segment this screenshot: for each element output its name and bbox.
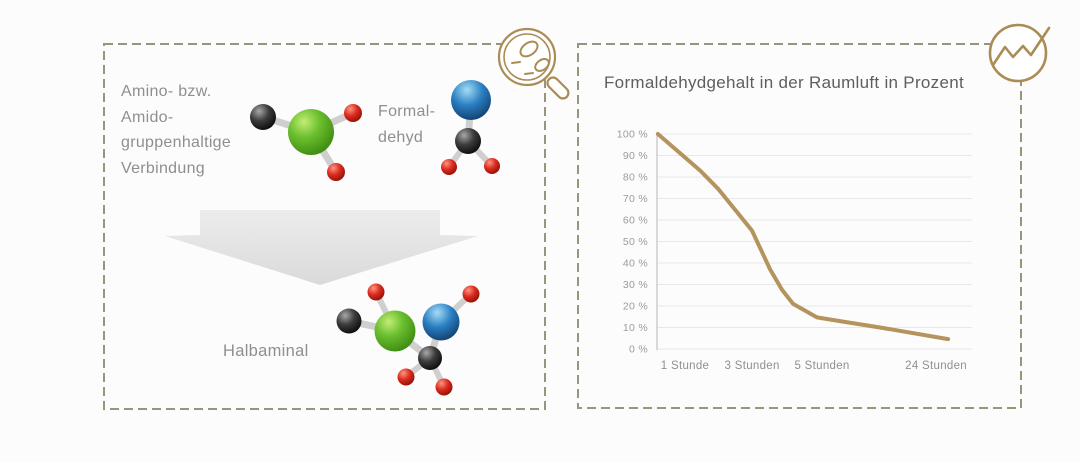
halbaminal-molecule [336,283,480,396]
formaldehyde-label-line: dehyd [378,128,424,146]
blue-atom [422,303,460,341]
reactant-label-line: Verbindung [121,159,205,177]
reactant-label-line: Amido- [121,108,174,126]
dashed-border [103,43,546,410]
red-atom [462,285,480,303]
reaction-arrow [165,210,478,285]
red-atom [327,163,345,181]
formaldehyde-chart-panel: Formaldehydgehalt in der Raumluft in Pro… [577,43,1022,409]
reaction-diagram-panel: Amino- bzw. Amido- gruppenhaltige Verbin… [103,43,546,410]
y-axis-tick-label: 90 % [623,150,648,162]
black-atom [336,308,362,334]
y-axis-tick-label: 80 % [623,172,648,184]
black-atom [250,104,276,130]
formaldehyde-molecule [441,80,500,175]
black-atom [455,128,481,154]
y-axis-tick-label: 100 % [617,129,648,141]
y-axis-tick-label: 30 % [623,279,648,291]
red-atom [367,283,385,301]
y-axis-tick-label: 70 % [623,193,648,205]
reactant-label-line: Amino- bzw. [121,83,212,100]
y-axis-tick-label: 50 % [623,236,648,248]
y-axis-tick-label: 40 % [623,258,648,270]
y-axis-tick-label: 20 % [623,301,648,313]
x-axis-tick-label: 24 Stunden [905,360,967,372]
dashed-border [577,43,1022,409]
y-axis-tick-label: 10 % [623,322,648,334]
red-atom [435,378,453,396]
reactant-label: Amino- bzw. Amido- gruppenhaltige Verbin… [121,79,231,181]
blue-atom [451,80,491,120]
red-atom [441,159,457,175]
red-atom [484,158,500,174]
formaldehyde-label-line: Formal- [378,103,436,120]
x-axis-tick-label: 5 Stunden [794,360,849,372]
green-atom [374,310,416,352]
chart-title: Formaldehydgehalt in der Raumluft in Pro… [604,73,964,92]
y-axis-tick-label: 60 % [623,215,648,227]
green-atom [288,109,334,155]
x-axis-tick-label: 1 Stunde [661,360,709,372]
trend-line-chart-icon [988,23,1051,83]
amino-compound-molecule [250,104,362,181]
x-axis-tick-label: 3 Stunden [725,360,780,372]
red-atom [344,104,362,122]
formaldehyde-label: Formal- dehyd [378,99,435,150]
product-label: Halbaminal [223,342,309,360]
reactant-label-line: gruppenhaltige [121,134,232,151]
formaldehyde-line-chart: 100 % 90 % 80 % 70 % 60 % 50 % 40 % 30 % 20 % 10 … [617,129,972,372]
black-atom [418,346,442,370]
reaction-graphics [165,80,500,396]
y-axis-tick-label: 0 % [629,344,648,356]
red-atom [397,368,415,386]
formaldehyde-decay-line [655,132,951,342]
magnifier-molecules-icon [497,27,570,100]
